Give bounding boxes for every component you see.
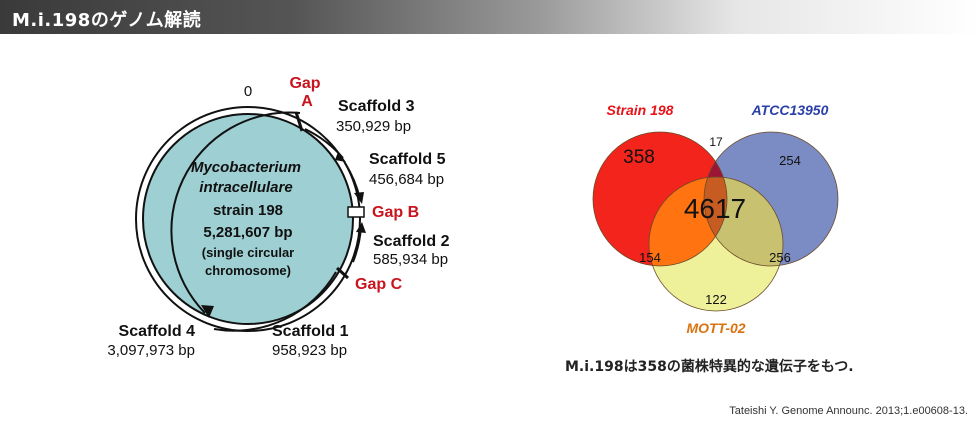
- scaffold-3-arrow: [335, 152, 346, 162]
- scaffold-4-arrow: [201, 305, 214, 318]
- gap-c-label: Gap C: [355, 276, 403, 293]
- scaffold-5-length: 456,684 bp: [369, 171, 444, 188]
- header-bar: M.i.198のゲノム解読: [0, 0, 980, 34]
- origin-label: 0: [244, 83, 252, 100]
- citation: Tateishi Y. Genome Announc. 2013;1.e0060…: [729, 405, 968, 417]
- scaffold-4-name: Scaffold 4: [119, 323, 196, 340]
- scaffold-1-name: Scaffold 1: [272, 323, 349, 340]
- scaffold-2-arrow: [356, 222, 366, 233]
- gap-a-label-line2: A: [301, 93, 313, 110]
- chromosome-disk: [142, 113, 354, 325]
- venn-label-mott: MOTT-02: [686, 320, 745, 336]
- page-title: M.i.198のゲノム解読: [12, 10, 202, 31]
- gap-b-marker: [347, 206, 365, 218]
- genome-map: 0 Mycobacterium intracellulare strain 19…: [107, 75, 449, 359]
- scaffold-1-arc: [213, 271, 337, 332]
- venn-value-strain-atcc: 17: [709, 135, 723, 149]
- scaffold-5-arrow: [354, 192, 364, 204]
- venn-value-atcc-only: 254: [779, 153, 801, 168]
- scaffold-4-length: 3,097,973 bp: [107, 342, 195, 359]
- note-line2: chromosome): [205, 263, 291, 278]
- venn-label-strain: Strain 198: [607, 102, 674, 118]
- venn-outline-strain: [592, 131, 728, 267]
- scaffold-4-arc: [170, 111, 301, 314]
- organism-line1: Mycobacterium: [191, 159, 301, 176]
- scaffold-2-name: Scaffold 2: [373, 233, 450, 250]
- venn-value-atcc-mott: 256: [769, 250, 791, 265]
- gap-a-label-line1: Gap: [289, 75, 320, 92]
- scaffold-3-name: Scaffold 3: [338, 98, 415, 115]
- genome-size-label: 5,281,607 bp: [203, 224, 292, 241]
- venn-caption: M.i.198は358の菌株特異的な遺伝子をもつ.: [565, 359, 854, 375]
- venn-outline-atcc: [703, 131, 839, 267]
- venn-label-atcc: ATCC13950: [751, 102, 829, 118]
- venn-value-mott-only: 122: [705, 292, 727, 307]
- scaffold-3-length: 350,929 bp: [336, 118, 411, 135]
- venn-outline-mott: [648, 176, 784, 312]
- gap-b-label: Gap B: [372, 204, 419, 221]
- venn-value-all: 4617: [684, 193, 746, 224]
- gap-a-marker: [294, 111, 304, 132]
- gap-c-marker: [335, 266, 350, 280]
- note-line1: (single circular: [202, 245, 294, 260]
- venn-diagram: Strain 198 ATCC13950 MOTT-02 358 254 122…: [592, 102, 839, 336]
- organism-line2: intracellulare: [199, 179, 292, 196]
- scaffold-2-length: 585,934 bp: [373, 251, 448, 268]
- venn-value-strain-only: 358: [623, 147, 655, 168]
- scaffold-1-length: 958,923 bp: [272, 342, 347, 359]
- scaffold-5-name: Scaffold 5: [369, 151, 446, 168]
- strain-label: strain 198: [213, 202, 283, 219]
- venn-value-strain-mott: 154: [639, 250, 661, 265]
